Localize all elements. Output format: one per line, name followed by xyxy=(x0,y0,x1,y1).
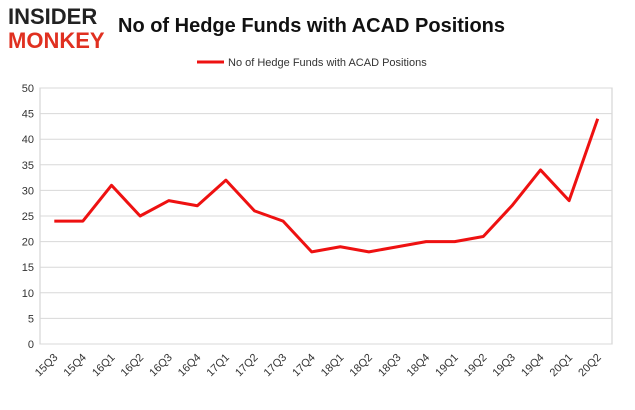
y-tick-label: 20 xyxy=(22,237,34,249)
legend-label: No of Hedge Funds with ACAD Positions xyxy=(228,57,427,69)
x-tick-label: 18Q3 xyxy=(376,352,404,380)
x-tick-label: 19Q2 xyxy=(462,352,490,380)
y-tick-label: 10 xyxy=(22,288,34,300)
y-tick-label: 45 xyxy=(22,109,34,121)
y-tick-label: 30 xyxy=(22,185,34,197)
x-tick-label: 18Q1 xyxy=(319,352,347,380)
chart-title: No of Hedge Funds with ACAD Positions xyxy=(118,15,505,37)
y-tick-label: 0 xyxy=(28,339,34,351)
data-line xyxy=(54,118,600,254)
logo-bottom: MONKEY xyxy=(8,28,105,53)
x-tick-label: 18Q2 xyxy=(347,352,375,380)
y-tick-label: 50 xyxy=(22,83,34,95)
x-tick-label: 17Q1 xyxy=(204,352,232,380)
x-tick-label: 16Q2 xyxy=(119,352,147,380)
y-tick-label: 25 xyxy=(22,211,34,223)
x-tick-label: 17Q3 xyxy=(262,352,290,380)
x-tick-label: 18Q4 xyxy=(405,352,433,380)
x-tick-label: 16Q4 xyxy=(176,352,204,380)
x-tick-label: 19Q1 xyxy=(433,352,461,380)
y-tick-label: 5 xyxy=(28,313,34,325)
x-tick-label: 17Q4 xyxy=(290,352,318,380)
y-tick-label: 40 xyxy=(22,134,34,146)
x-tick-label: 17Q2 xyxy=(233,352,261,380)
y-tick-label: 15 xyxy=(22,262,34,274)
x-tick-label: 19Q3 xyxy=(490,352,518,380)
x-tick-label: 20Q2 xyxy=(576,352,604,380)
x-tick-label: 15Q3 xyxy=(33,352,61,380)
y-tick-label: 35 xyxy=(22,160,34,172)
x-tick-label: 16Q1 xyxy=(90,352,118,380)
x-tick-label: 15Q4 xyxy=(61,352,89,380)
x-tick-label: 20Q1 xyxy=(548,352,576,380)
logo-top: INSIDER xyxy=(8,4,97,29)
x-tick-label: 19Q4 xyxy=(519,352,547,380)
x-tick-label: 16Q3 xyxy=(147,352,175,380)
